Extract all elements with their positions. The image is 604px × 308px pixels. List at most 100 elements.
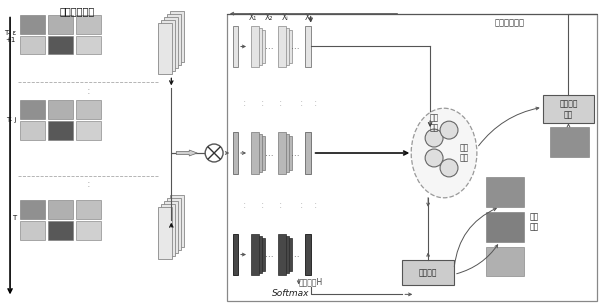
Text: 更新网络参数: 更新网络参数 bbox=[495, 18, 525, 28]
Bar bbox=[304, 132, 310, 174]
Text: X₂: X₂ bbox=[265, 13, 273, 22]
Bar bbox=[161, 204, 175, 256]
Text: Xᵢ: Xᵢ bbox=[281, 13, 288, 22]
Bar bbox=[254, 28, 262, 65]
Text: T: T bbox=[12, 215, 16, 221]
Text: T- j: T- j bbox=[5, 117, 16, 123]
Text: :: : bbox=[243, 98, 246, 108]
Bar bbox=[281, 236, 289, 274]
FancyArrow shape bbox=[176, 150, 197, 156]
Ellipse shape bbox=[411, 108, 477, 198]
Bar bbox=[251, 132, 259, 174]
Bar bbox=[486, 177, 524, 207]
Text: Xₙ: Xₙ bbox=[304, 13, 313, 22]
Text: ...: ... bbox=[291, 148, 300, 157]
Circle shape bbox=[425, 149, 443, 167]
Bar bbox=[227, 14, 597, 301]
Bar bbox=[284, 30, 292, 63]
Bar bbox=[233, 26, 238, 67]
Text: :: : bbox=[262, 98, 265, 108]
Text: :: : bbox=[279, 200, 283, 210]
Text: :: : bbox=[300, 200, 303, 210]
Text: ...: ... bbox=[265, 42, 273, 51]
Bar bbox=[304, 234, 310, 275]
Bar bbox=[257, 30, 265, 63]
Text: :: : bbox=[262, 200, 265, 210]
Bar bbox=[486, 247, 524, 277]
Bar bbox=[278, 26, 286, 67]
Bar bbox=[254, 236, 262, 274]
Text: 样本
选择: 样本 选择 bbox=[460, 143, 469, 162]
Bar bbox=[402, 260, 454, 286]
Text: 动态损失: 动态损失 bbox=[419, 268, 437, 277]
Bar bbox=[158, 207, 172, 258]
Bar bbox=[542, 95, 594, 123]
Text: :: : bbox=[314, 98, 317, 108]
Bar bbox=[48, 15, 72, 34]
Text: :: : bbox=[87, 86, 91, 96]
Bar bbox=[48, 100, 72, 119]
Bar bbox=[257, 237, 265, 271]
Text: :: : bbox=[87, 179, 91, 189]
Bar bbox=[76, 200, 101, 219]
Text: :: : bbox=[279, 98, 283, 108]
Text: 反向传播
损失: 反向传播 损失 bbox=[559, 99, 577, 119]
Bar bbox=[161, 20, 175, 71]
Bar bbox=[251, 234, 259, 275]
Bar bbox=[284, 136, 292, 170]
Bar bbox=[550, 127, 590, 157]
Text: 训练
数据: 训练 数据 bbox=[429, 113, 439, 132]
Bar bbox=[233, 234, 238, 275]
Bar bbox=[170, 195, 184, 247]
Bar bbox=[20, 15, 45, 34]
Bar bbox=[167, 198, 181, 249]
Bar bbox=[251, 26, 259, 67]
Circle shape bbox=[425, 129, 443, 147]
Bar bbox=[76, 35, 101, 55]
Bar bbox=[76, 15, 101, 34]
Text: 含噪图像输入: 含噪图像输入 bbox=[59, 6, 94, 16]
Text: :: : bbox=[314, 200, 317, 210]
Bar bbox=[170, 11, 184, 63]
Bar bbox=[278, 132, 286, 174]
Text: 损失
矫正: 损失 矫正 bbox=[530, 212, 539, 231]
Text: :: : bbox=[243, 200, 246, 210]
Text: Softmax: Softmax bbox=[272, 289, 309, 298]
Bar bbox=[20, 35, 45, 55]
Text: T- ε
+1: T- ε +1 bbox=[4, 30, 16, 43]
Circle shape bbox=[205, 144, 223, 162]
Text: ...: ... bbox=[291, 42, 300, 51]
Bar bbox=[281, 28, 289, 65]
Text: ...: ... bbox=[291, 250, 300, 259]
Text: 预测历史H: 预测历史H bbox=[298, 278, 323, 286]
Text: :: : bbox=[300, 98, 303, 108]
Bar bbox=[48, 221, 72, 240]
Bar bbox=[284, 237, 292, 271]
Bar bbox=[233, 132, 238, 174]
Bar bbox=[304, 26, 310, 67]
Bar bbox=[20, 221, 45, 240]
Bar bbox=[164, 201, 178, 253]
Bar bbox=[254, 134, 262, 172]
Bar bbox=[167, 14, 181, 65]
Bar bbox=[48, 35, 72, 55]
Text: ...: ... bbox=[265, 250, 273, 259]
Text: X₁: X₁ bbox=[249, 13, 257, 22]
Bar bbox=[20, 100, 45, 119]
Bar bbox=[76, 100, 101, 119]
Bar bbox=[257, 136, 265, 170]
Bar bbox=[76, 121, 101, 140]
Bar bbox=[281, 134, 289, 172]
Circle shape bbox=[440, 121, 458, 139]
Bar bbox=[164, 17, 178, 68]
Bar bbox=[486, 212, 524, 241]
Circle shape bbox=[440, 159, 458, 177]
Bar bbox=[20, 121, 45, 140]
Bar bbox=[76, 221, 101, 240]
Bar bbox=[158, 22, 172, 74]
Bar bbox=[20, 200, 45, 219]
Bar bbox=[278, 234, 286, 275]
Text: ...: ... bbox=[265, 148, 273, 157]
Bar bbox=[48, 200, 72, 219]
Bar bbox=[48, 121, 72, 140]
